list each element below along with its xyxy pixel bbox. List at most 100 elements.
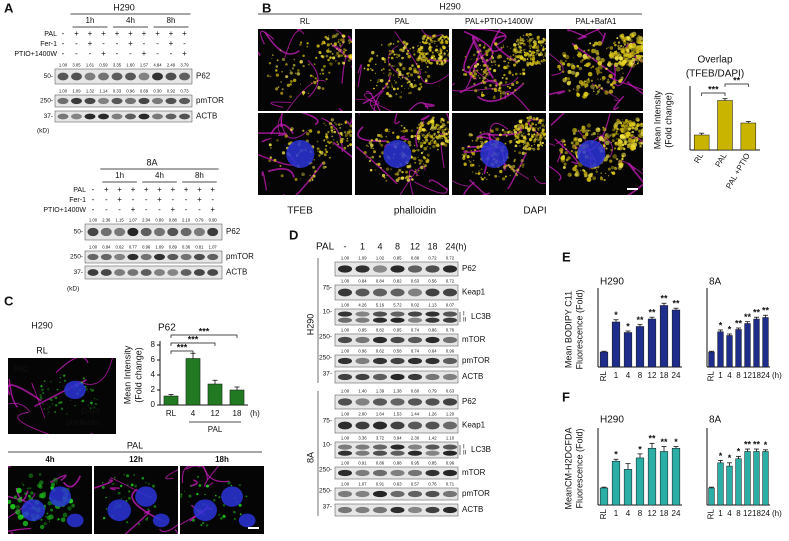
speckle [643,138,647,142]
blot-band [338,451,352,456]
speckle [579,67,582,70]
speckle [576,92,578,94]
quant-value: 0.91 [376,482,385,487]
speckle [448,52,450,54]
nucleus [49,486,71,506]
speckle [560,60,563,63]
sign: - [158,205,161,214]
blot-band [112,98,123,104]
speckle [592,65,594,67]
speckle [490,129,492,131]
blot-band [152,73,163,81]
treatment-label: PTIO+1400W [43,207,86,214]
blot-band [141,254,152,260]
quant-value: 2.00 [358,412,367,417]
blot-band [167,254,178,260]
speckle [463,153,466,156]
speckle [622,136,627,141]
speckle [294,178,297,181]
sign: - [170,49,173,58]
speckle [422,135,424,137]
fiber [0,379,9,402]
speckle [314,159,315,160]
speckle [323,123,324,124]
blot-band [166,114,177,120]
stain-label: DAPI [81,407,100,416]
speckle [622,119,623,120]
cell-title: H290 [31,320,53,330]
y-axis-label: MeanCM-H2DCFDA [563,427,573,509]
speckle [342,138,344,140]
quant-value: 1.00 [89,245,98,250]
speckle [535,124,537,126]
blot-band [443,289,457,297]
speckle [616,59,618,61]
significance: ** [744,439,752,449]
speckle [231,485,233,487]
speckle [206,524,209,527]
blot-band [443,312,457,317]
speckle [367,68,370,71]
nucleus [383,140,411,168]
speckle [620,62,625,67]
quant-value: 1.10 [446,436,455,441]
speckle [15,509,21,515]
speckle [425,139,428,142]
x-tick-label: 18 [660,371,669,380]
blot-band [58,73,69,81]
speckle [145,482,147,484]
speckle [406,78,408,80]
speckle [102,486,105,489]
quant-value: 1.00 [89,218,98,223]
blot-name: pmTOR [462,489,490,498]
significance: ** [660,294,668,304]
speckle [436,124,439,127]
sign: + [88,39,93,48]
speckle [503,46,504,47]
speckle [537,139,539,141]
speckle [118,492,121,495]
speckle [293,64,296,67]
speckle [522,68,525,71]
speckle [128,490,130,492]
speckle [470,150,472,152]
blot-band [390,422,404,430]
speckle [521,134,524,137]
speckle [324,153,327,156]
sign: + [197,185,202,194]
speckle [467,66,470,69]
speckle [419,127,420,128]
speckle [518,127,521,130]
speckle [131,484,134,487]
speckle [407,179,410,182]
speckle [505,165,508,168]
blot-band [101,254,112,260]
speckle [417,75,420,78]
speckle [476,146,480,150]
sign: - [171,195,174,204]
speckle [420,142,424,146]
speckle [640,132,644,136]
blot-band [425,398,439,405]
blot-band [88,228,99,236]
blot-band [443,398,457,405]
speckle [526,33,529,36]
speckle [606,154,610,158]
speckle [425,41,428,44]
x-tick-label: PAL [713,151,728,169]
speckle [440,125,442,127]
speckle [626,42,628,44]
speckle [397,54,400,57]
speckle [573,152,574,153]
sign: + [169,39,174,48]
speckle [469,133,473,137]
blot-band [338,318,352,323]
blot-band [179,98,190,104]
speckle [505,77,508,80]
quant-value: 1.57 [140,63,149,68]
speckle [567,81,571,85]
significance: ** [648,434,656,444]
nucleus [239,514,256,528]
speckle [422,36,425,39]
speckle [635,64,637,66]
